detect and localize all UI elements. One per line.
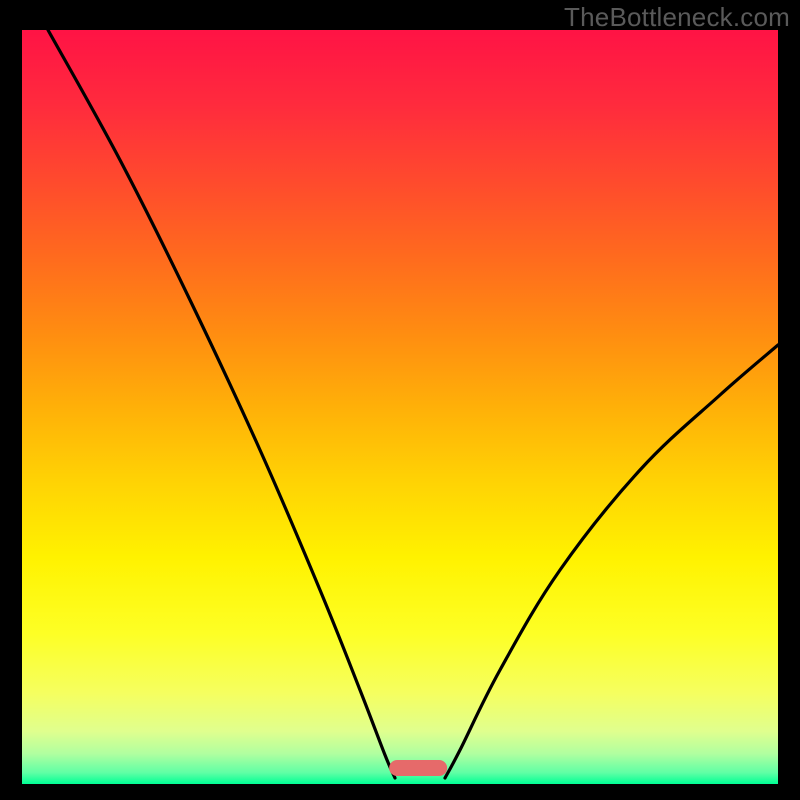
- bottleneck-curve-chart: [0, 0, 800, 800]
- chart-container: TheBottleneck.com: [0, 0, 800, 800]
- plot-gradient-background: [22, 30, 778, 784]
- watermark-text: TheBottleneck.com: [564, 2, 790, 33]
- optimal-marker: [389, 760, 447, 776]
